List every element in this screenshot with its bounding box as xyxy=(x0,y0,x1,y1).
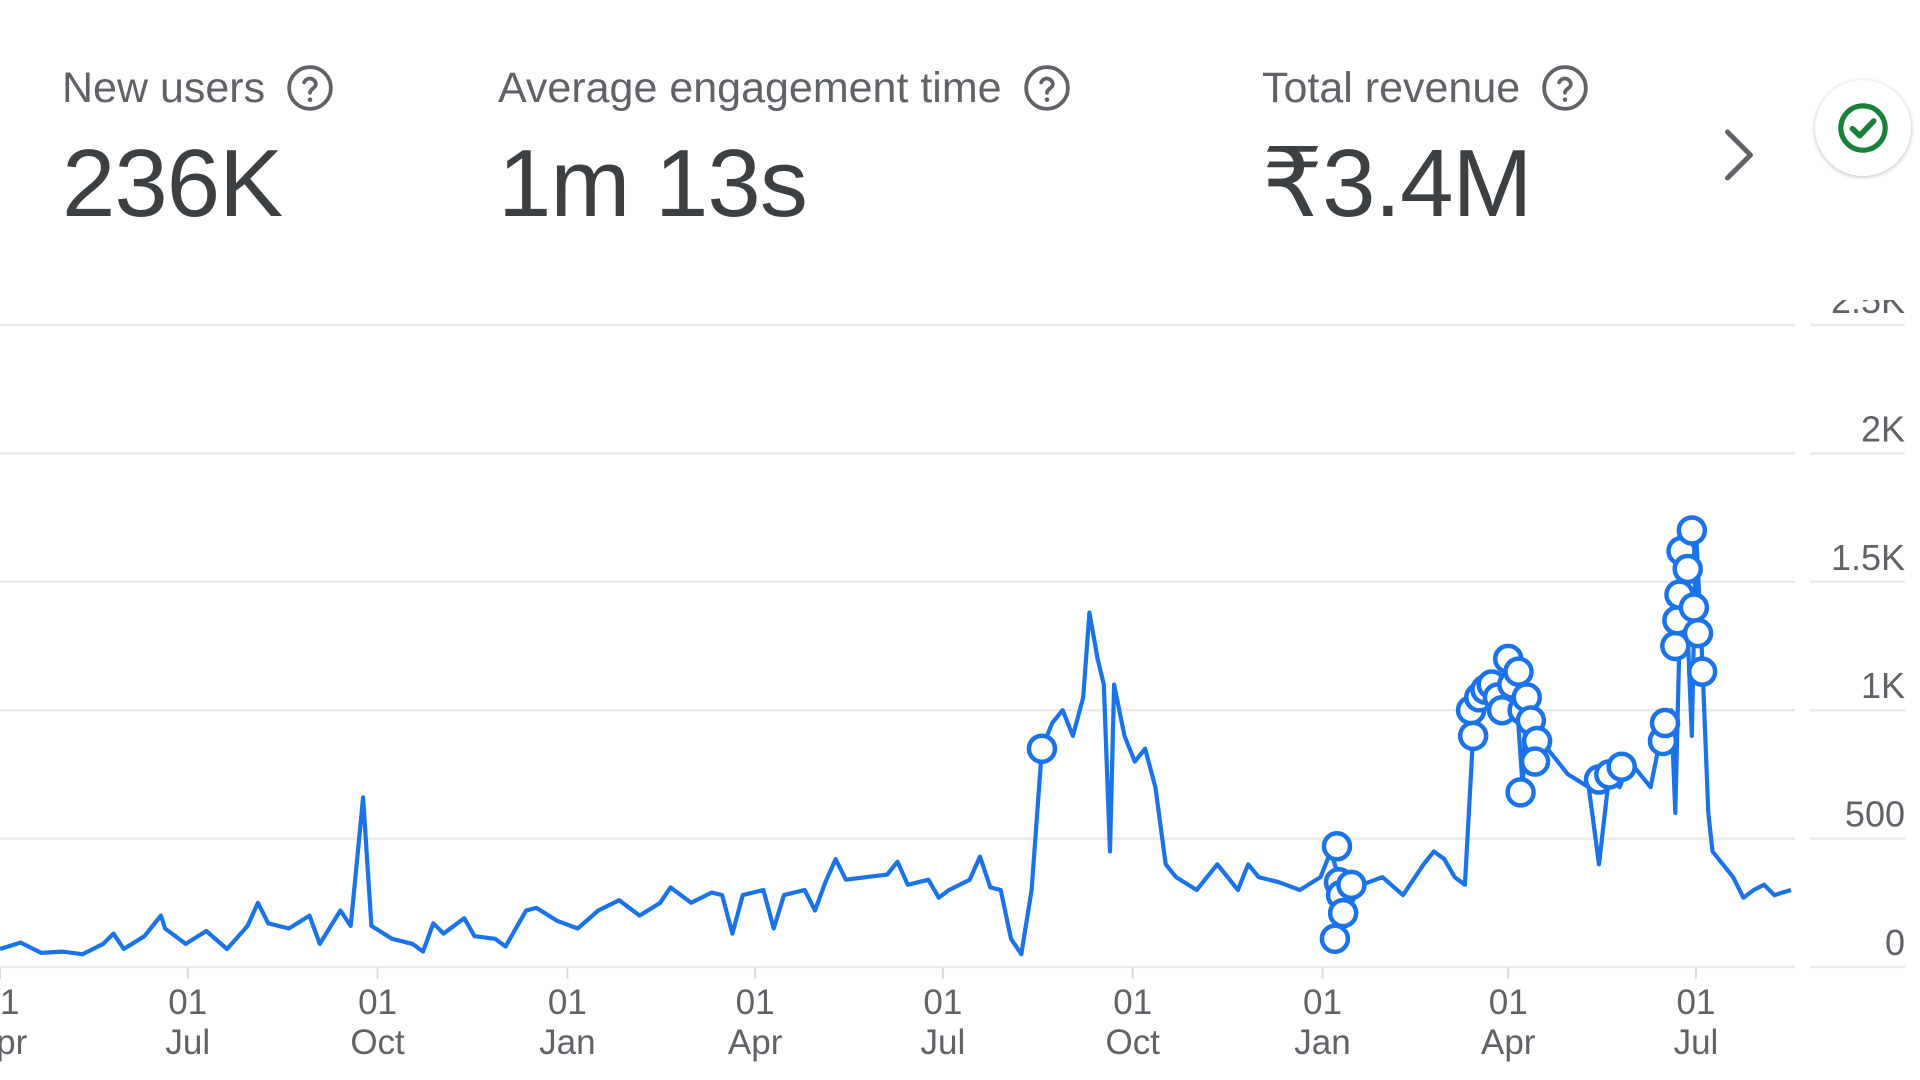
anomaly-marker[interactable] xyxy=(1026,733,1058,764)
x-tick-day: 01 xyxy=(0,983,19,1022)
x-tick-day: 01 xyxy=(1676,983,1715,1022)
anomaly-marker[interactable] xyxy=(1672,553,1703,585)
kpi-label: Total revenue xyxy=(1262,63,1521,112)
anomaly-marker[interactable] xyxy=(1649,707,1681,739)
x-tick-day: 01 xyxy=(1489,983,1528,1022)
x-tick-month: Apr xyxy=(1481,1023,1536,1062)
kpi-value: ₹3.4M xyxy=(1262,130,1533,237)
x-tick-month: Oct xyxy=(1105,1023,1160,1062)
anomaly-marker[interactable] xyxy=(1457,720,1489,752)
x-tick-month: Apr xyxy=(0,1023,28,1062)
anomaly-marker[interactable] xyxy=(1321,831,1353,862)
kpi-value: 1m 13s xyxy=(498,130,808,237)
anomaly-marker[interactable] xyxy=(1682,617,1714,649)
check-circle-icon xyxy=(1838,103,1888,153)
kpi-title-row: New users xyxy=(62,58,335,118)
x-tick-month: Jan xyxy=(539,1023,595,1062)
x-tick-day: 01 xyxy=(923,983,962,1022)
kpi-label: New users xyxy=(62,63,266,112)
anomaly-marker[interactable] xyxy=(1319,923,1351,955)
anomaly-marker[interactable] xyxy=(1327,897,1359,929)
chart-gridlines xyxy=(0,323,1905,969)
y-tick-label: 500 xyxy=(1845,794,1905,835)
chevron-right-icon[interactable] xyxy=(1716,124,1762,186)
x-tick-day: 01 xyxy=(358,983,397,1022)
x-tick-day: 01 xyxy=(168,983,207,1022)
y-tick-label: 1.5K xyxy=(1831,537,1905,578)
x-tick-day: 01 xyxy=(736,983,775,1022)
y-tick-label: 2K xyxy=(1861,408,1905,449)
anomaly-marker[interactable] xyxy=(1519,746,1551,777)
x-tick-month: Apr xyxy=(728,1023,783,1062)
y-tick-label: 2.5K xyxy=(1831,300,1905,321)
help-circle-icon[interactable] xyxy=(1022,63,1072,113)
status-check-button[interactable] xyxy=(1815,80,1911,176)
anomaly-marker[interactable] xyxy=(1678,592,1710,623)
anomaly-marker[interactable] xyxy=(1336,869,1367,901)
x-tick-month: Jan xyxy=(1294,1023,1350,1062)
anomaly-marker[interactable] xyxy=(1686,656,1718,687)
help-circle-icon[interactable] xyxy=(285,63,335,113)
anomaly-marker[interactable] xyxy=(1606,751,1637,782)
help-circle-icon[interactable] xyxy=(1540,63,1590,113)
x-tick-month: Jul xyxy=(165,1023,210,1062)
x-tick-month: Oct xyxy=(350,1023,405,1062)
x-tick-day: 01 xyxy=(1303,983,1342,1022)
kpi-total-revenue[interactable]: Total revenue ₹3.4M xyxy=(1262,58,1590,232)
x-axis-ticks: 01Apr01Jul01Oct01Jan01Apr01Jul01Oct01Jan… xyxy=(0,967,1718,1062)
x-tick-day: 01 xyxy=(548,983,587,1022)
x-tick-month: Jul xyxy=(1674,1023,1719,1062)
y-axis-ticks: 2.5K 2K 1.5K 1K 500 0 xyxy=(1831,300,1905,963)
kpi-title-row: Total revenue xyxy=(1262,58,1590,118)
kpi-new-users[interactable]: New users 236K xyxy=(62,58,335,232)
anomaly-marker[interactable] xyxy=(1676,515,1708,546)
kpi-title-row: Average engagement time xyxy=(498,58,1072,118)
y-tick-label: 0 xyxy=(1885,922,1905,963)
y-tick-label: 1K xyxy=(1861,665,1905,706)
anomaly-markers xyxy=(1026,515,1718,955)
x-tick-month: Jul xyxy=(921,1023,966,1062)
anomaly-marker[interactable] xyxy=(1503,656,1534,687)
x-tick-day: 01 xyxy=(1113,983,1152,1022)
kpi-value: 236K xyxy=(62,130,283,237)
anomaly-marker[interactable] xyxy=(1505,777,1536,808)
kpi-label: Average engagement time xyxy=(498,63,1002,112)
kpi-average-engagement-time[interactable]: Average engagement time 1m 13s xyxy=(498,58,1072,232)
